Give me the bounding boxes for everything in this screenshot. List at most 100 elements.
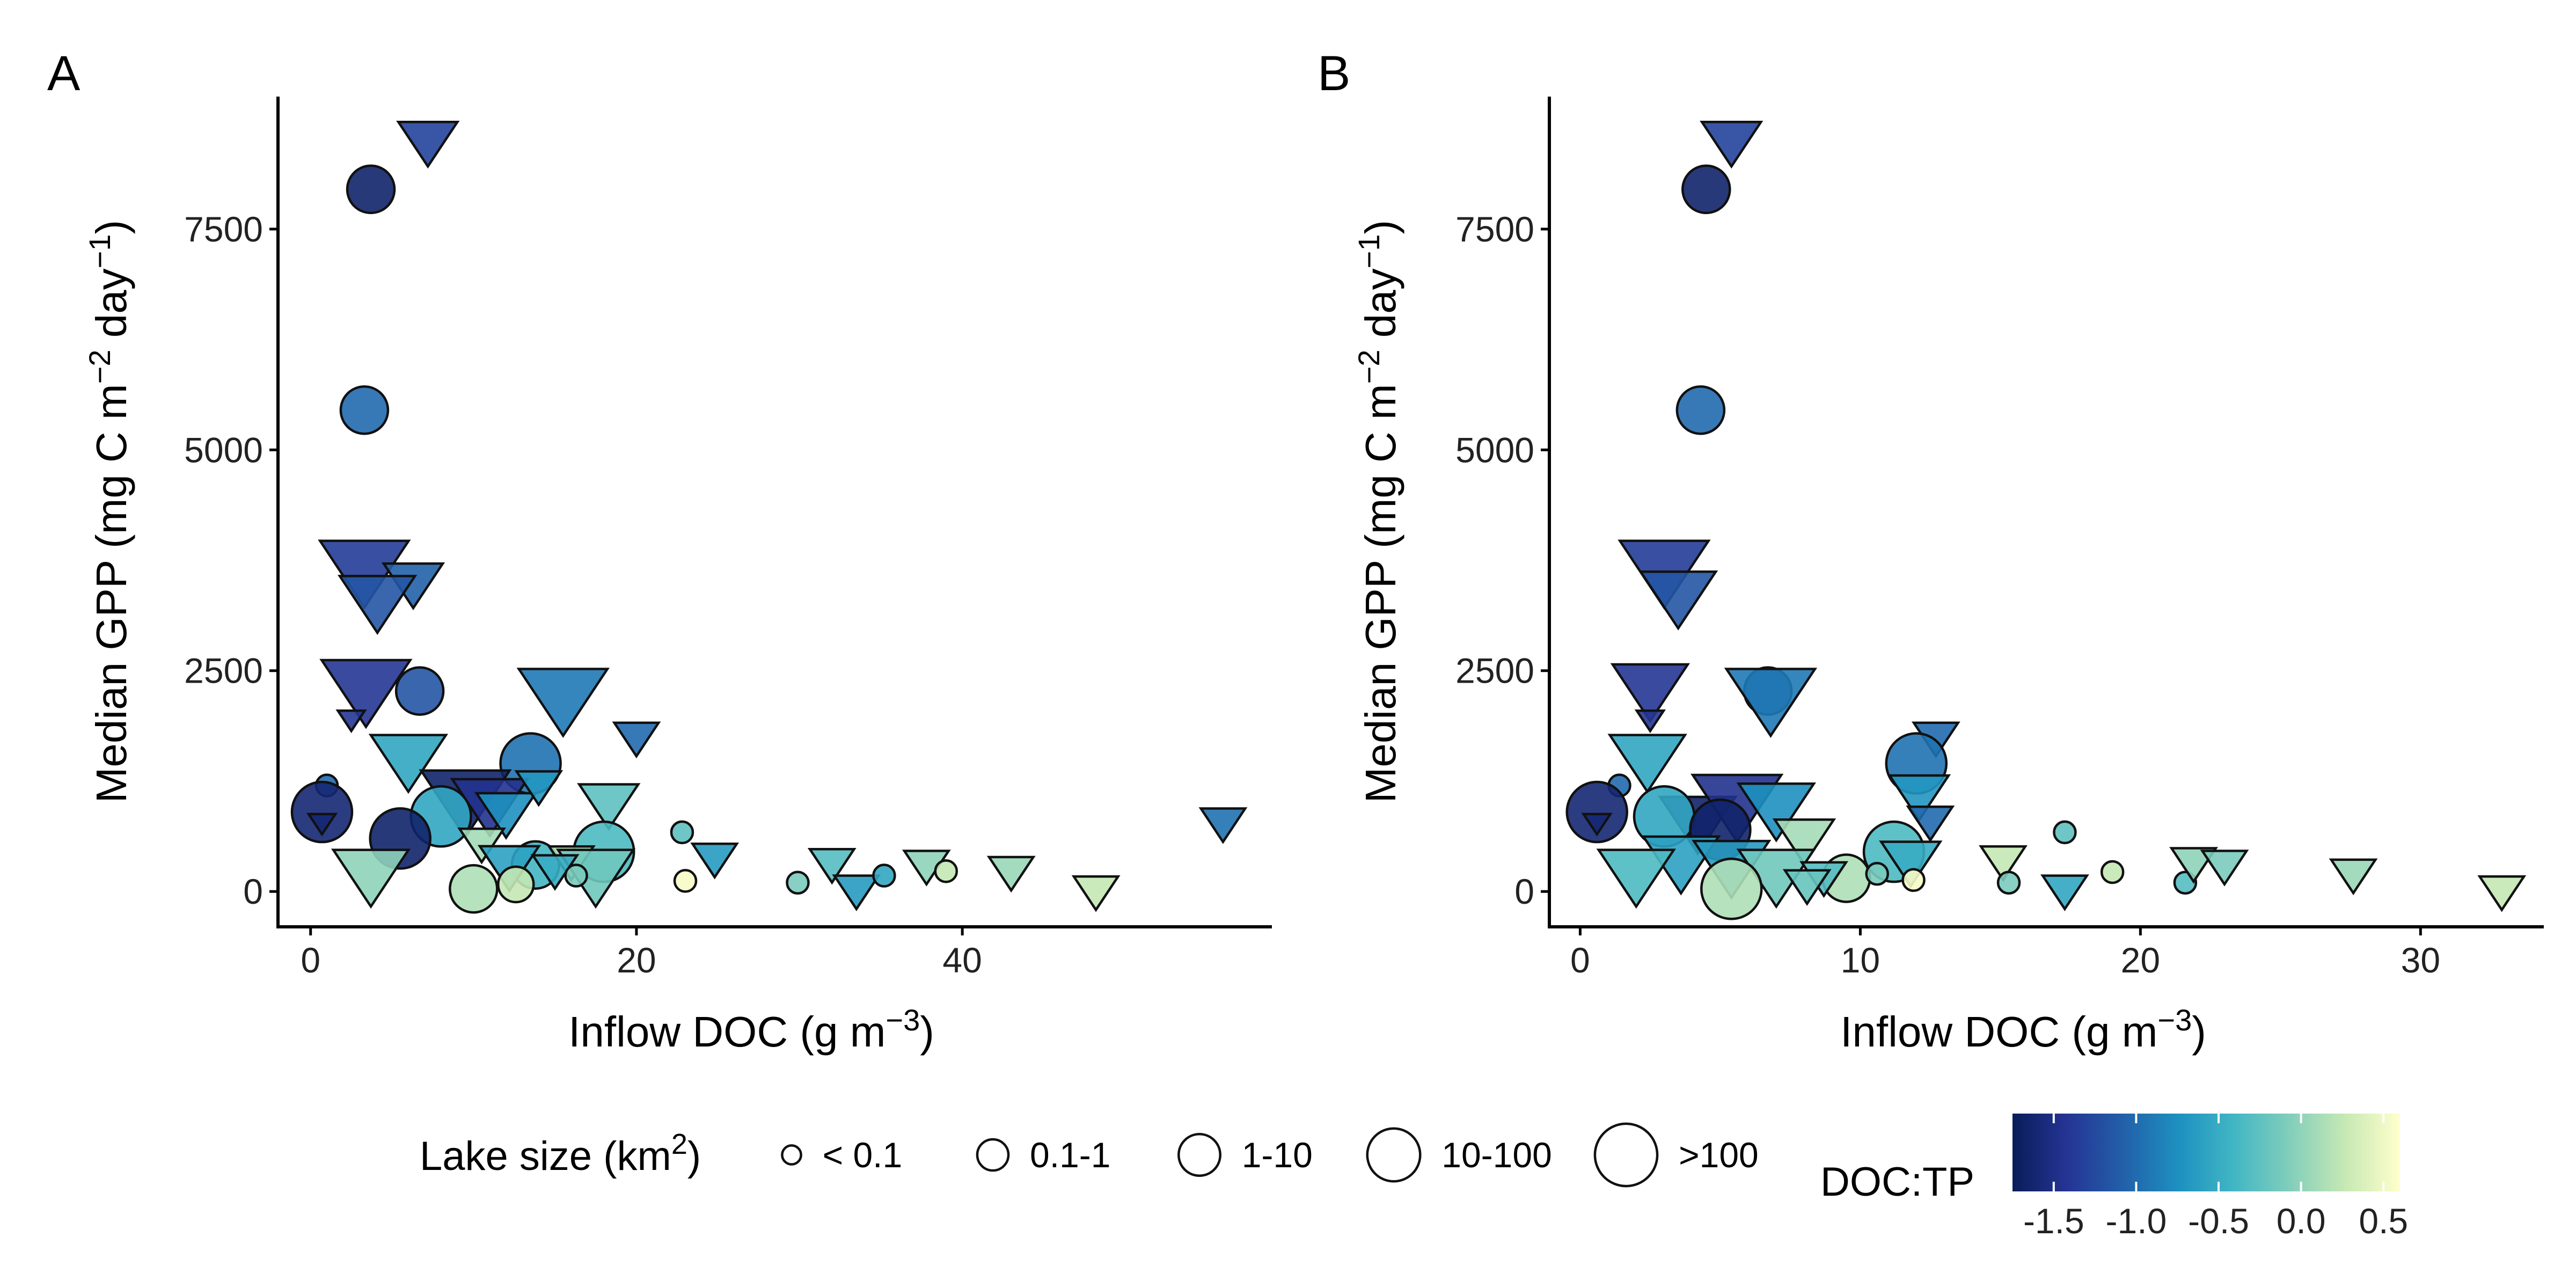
- data-point-triangle: [832, 874, 881, 911]
- y-tick-label: 5000: [1455, 430, 1534, 470]
- size-legend-label: 10-100: [1441, 1135, 1552, 1175]
- data-point-triangle: [1782, 869, 1832, 906]
- panel-b-x-ticks: 0 10 20 30: [1570, 927, 2440, 980]
- data-point-triangle: [690, 843, 740, 880]
- panel-a-x-title: Inflow DOC (g m−3): [568, 1003, 934, 1056]
- data-point-triangle: [1700, 120, 1763, 169]
- size-legend-label: >100: [1679, 1135, 1759, 1175]
- color-legend: DOC:TP -1.5 -1.0 -0.5 0.0 0.5: [1820, 1114, 2408, 1241]
- data-point-triangle: [1887, 774, 1951, 823]
- data-point-circle: [339, 385, 390, 435]
- data-point-circle: [670, 820, 694, 845]
- colorbar-tick-label: 0.5: [2359, 1201, 2408, 1241]
- colorbar-tick-label: -1.5: [2023, 1201, 2084, 1241]
- colorbar-tick-label: -1.0: [2106, 1201, 2167, 1241]
- data-point-triangle: [306, 813, 338, 837]
- data-point-circle: [449, 863, 499, 914]
- data-point-triangle: [1736, 782, 1816, 843]
- data-point-triangle: [1906, 805, 1955, 843]
- panel-a-marks: [290, 120, 1248, 914]
- x-tick-label: 20: [2121, 940, 2160, 980]
- data-point-triangle: [368, 734, 449, 794]
- colorbar-tick-label: 0.0: [2277, 1201, 2326, 1241]
- size-legend-symbol: [781, 1144, 802, 1166]
- x-tick-label: 20: [617, 940, 656, 980]
- data-point-circle: [1675, 385, 1726, 435]
- data-point-circle: [1901, 868, 1926, 892]
- size-legend-symbol: [1366, 1127, 1422, 1183]
- data-point-triangle: [1772, 818, 1836, 867]
- panel-a-y-title: Median GPP (mg C m−2 day−1): [83, 220, 135, 803]
- panel-b-marks: [1565, 120, 2527, 920]
- data-point-triangle: [2040, 874, 2089, 911]
- y-tick-label: 2500: [1455, 651, 1534, 691]
- y-tick-label: 5000: [184, 430, 263, 470]
- panel-a-x-ticks: 0 20 40: [301, 927, 982, 980]
- data-point-circle: [1996, 870, 2021, 895]
- data-point-triangle: [1634, 709, 1666, 734]
- size-legend-symbol: [1593, 1122, 1659, 1188]
- data-point-circle: [394, 666, 445, 716]
- data-point-circle: [673, 869, 698, 893]
- data-point-circle: [1681, 164, 1731, 215]
- data-point-triangle: [1596, 848, 1676, 909]
- size-legend-label: 0.1-1: [1030, 1135, 1110, 1175]
- x-tick-label: 10: [1841, 940, 1880, 980]
- data-point-circle: [1700, 857, 1763, 920]
- size-legend-symbol: [976, 1138, 1010, 1172]
- data-point-circle: [564, 863, 588, 888]
- data-point-triangle: [1638, 570, 1718, 631]
- y-tick-label: 7500: [1455, 209, 1534, 249]
- data-point-triangle: [331, 848, 411, 909]
- data-point-circle: [934, 859, 958, 883]
- size-legend-label: 1-10: [1242, 1135, 1313, 1175]
- y-tick-label: 2500: [184, 651, 263, 691]
- data-point-triangle: [577, 783, 641, 831]
- data-point-triangle: [986, 855, 1036, 893]
- panel-label-b: B: [1318, 46, 1350, 101]
- data-point-triangle: [335, 709, 367, 734]
- size-legend-symbol: [1177, 1133, 1221, 1177]
- y-tick-label: 0: [1514, 872, 1534, 911]
- x-tick-label: 30: [2401, 940, 2440, 980]
- panel-a: A 0 2500 5000 7500 0 20 40 Inflow DOC (g m−3)…: [47, 46, 1272, 1056]
- panel-b-y-ticks: 0 2500 5000 7500: [1455, 209, 1549, 911]
- data-point-triangle: [2477, 875, 2527, 912]
- x-tick-label: 0: [301, 940, 320, 980]
- size-legend-label: < 0.1: [823, 1135, 903, 1175]
- data-point-triangle: [1071, 875, 1121, 912]
- data-point-circle: [1565, 780, 1628, 844]
- size-legend-title: Lake size (km2): [420, 1128, 701, 1179]
- data-point-circle: [2100, 860, 2125, 884]
- data-point-circle: [1865, 862, 1889, 886]
- data-point-triangle: [1610, 663, 1690, 723]
- y-tick-label: 7500: [184, 209, 263, 249]
- x-tick-label: 0: [1570, 940, 1590, 980]
- data-point-circle: [346, 164, 396, 215]
- color-legend-title: DOC:TP: [1820, 1159, 1974, 1205]
- panel-a-y-ticks: 0 2500 5000 7500: [184, 209, 278, 911]
- data-point-triangle: [318, 539, 411, 610]
- data-point-triangle: [1607, 734, 1687, 794]
- data-point-circle: [497, 865, 535, 904]
- y-tick-label: 0: [243, 872, 263, 911]
- panel-b-y-title: Median GPP (mg C m−2 day−1): [1352, 220, 1404, 803]
- data-point-triangle: [2329, 858, 2378, 896]
- panel-b: B 0 2500 5000 7500 0 10 20 30 Inflow DOC (g m−…: [1318, 46, 2544, 1056]
- colorbar: [2012, 1114, 2400, 1191]
- x-tick-label: 40: [942, 940, 982, 980]
- data-point-triangle: [516, 668, 610, 738]
- data-point-triangle: [319, 658, 413, 729]
- data-point-triangle: [1879, 840, 1943, 889]
- data-point-triangle: [338, 575, 418, 635]
- data-point-circle: [786, 870, 810, 895]
- data-point-triangle: [1724, 668, 1818, 738]
- data-point-triangle: [612, 721, 661, 759]
- data-point-triangle: [2200, 850, 2249, 887]
- size-legend: Lake size (km2) < 0.1 0.1-1 1-10 10-100 >100: [420, 1122, 1759, 1188]
- data-point-circle: [290, 780, 354, 844]
- colorbar-tick-label: -0.5: [2188, 1201, 2249, 1241]
- data-point-triangle: [1198, 807, 1248, 844]
- data-point-triangle: [807, 847, 857, 885]
